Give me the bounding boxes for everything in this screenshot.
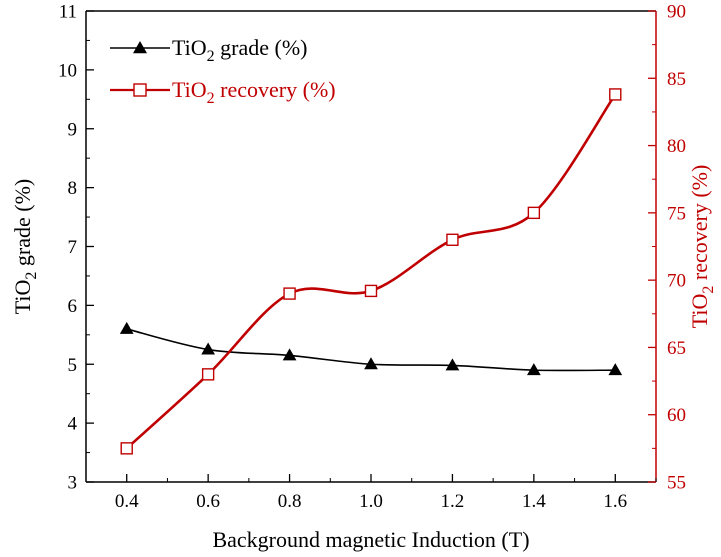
x-tick-label: 1.6: [603, 491, 627, 512]
grade-series-point: [608, 363, 623, 376]
left-y-tick-label: 8: [68, 178, 78, 199]
right-y-tick-label: 85: [667, 69, 686, 90]
x-tick-label: 0.6: [196, 491, 220, 512]
grade-series-point: [364, 357, 378, 370]
recovery-series-line: [125, 93, 617, 450]
legend-grade-label-rest: grade (%): [215, 35, 308, 60]
legend-recovery-label-main: TiO: [172, 77, 207, 102]
recovery-series-point: [201, 368, 215, 381]
x-tick-label: 1.4: [522, 491, 546, 512]
grade-series-point: [119, 321, 134, 334]
left-y-tick-label: 4: [68, 414, 78, 435]
left-y-tick-label: 6: [68, 296, 78, 317]
x-axis-title: Background magnetic Induction (T): [212, 527, 529, 552]
left-y-axis-title: TiO2 grade (%): [10, 179, 40, 315]
legend-grade-label-subscript: 2: [207, 48, 215, 65]
grade-series-point: [526, 363, 541, 376]
left-y-tick-label: 7: [68, 237, 78, 258]
legend-grade-marker: [133, 41, 147, 54]
right-y-axis-title-rest: recovery (%): [687, 165, 712, 286]
x-tick-label: 0.8: [278, 491, 302, 512]
legend-grade-label: TiO2 grade (%): [172, 35, 308, 65]
right-y-axis-title: TiO2 recovery (%): [687, 165, 717, 329]
legend-recovery-label-rest: recovery (%): [215, 77, 336, 102]
x-tick-label: 0.4: [115, 491, 139, 512]
left-y-tick-label: 3: [68, 473, 78, 494]
left-y-axis-title-rest: grade (%): [10, 179, 35, 272]
recovery-series-point: [527, 206, 541, 220]
right-y-tick-label: 90: [667, 2, 686, 23]
left-y-tick-label: 9: [68, 119, 78, 140]
left-y-axis-title-subscript: 2: [23, 272, 40, 280]
left-y-tick-label: 5: [68, 355, 78, 376]
grade-series-point: [282, 348, 297, 361]
legend-recovery-label: TiO2 recovery (%): [172, 77, 336, 107]
grade-series-point: [201, 342, 216, 355]
recovery-series-point: [446, 233, 459, 246]
right-y-tick-label: 60: [667, 405, 686, 426]
right-y-tick-label: 80: [667, 136, 686, 157]
grade-series-point: [445, 358, 460, 371]
recovery-series-point: [364, 284, 378, 298]
recovery-series-point: [283, 287, 296, 300]
recovery-series-point: [120, 442, 133, 455]
right-y-tick-label: 70: [667, 271, 686, 292]
right-y-axis-title-main: TiO: [687, 294, 712, 329]
series-layer: [119, 88, 623, 455]
legend-grade-label-main: TiO: [172, 35, 207, 60]
recovery-series-point: [609, 88, 622, 101]
x-tick-label: 1.2: [441, 491, 465, 512]
left-y-tick-label: 11: [59, 2, 77, 23]
legend-recovery-label-subscript: 2: [207, 90, 215, 107]
right-y-tick-label: 65: [667, 338, 686, 359]
legend: TiO2 grade (%)TiO2 recovery (%): [110, 35, 336, 107]
legend-recovery-marker: [133, 83, 147, 97]
right-y-axis-title-subscript: 2: [700, 286, 717, 294]
right-y-tick-label: 75: [667, 203, 686, 224]
left-y-axis-title-main: TiO: [10, 280, 35, 315]
left-y-tick-label: 10: [58, 60, 77, 81]
axes-layer: 0.4 0.6 0.8 1.0 1.2 1.4 1.6 3 4 5 6 7 8 9 10 11 55 60 65 70…: [10, 2, 717, 553]
x-tick-label: 1.0: [359, 491, 383, 512]
right-y-tick-label: 55: [667, 473, 686, 494]
